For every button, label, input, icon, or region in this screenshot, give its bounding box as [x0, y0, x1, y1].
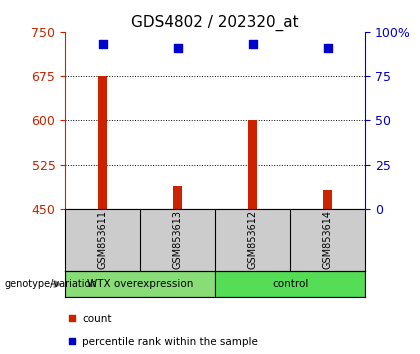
Text: genotype/variation: genotype/variation — [4, 279, 97, 289]
Point — [174, 45, 181, 51]
Text: GSM853614: GSM853614 — [323, 210, 333, 269]
Text: GSM853612: GSM853612 — [248, 210, 258, 269]
Bar — [98, 76, 107, 209]
Bar — [215, 271, 365, 297]
Point — [99, 41, 106, 46]
Text: GSM853611: GSM853611 — [97, 210, 108, 269]
Bar — [248, 120, 257, 209]
Text: count: count — [82, 314, 111, 324]
Text: percentile rank within the sample: percentile rank within the sample — [82, 337, 258, 347]
Text: WTX overexpression: WTX overexpression — [87, 279, 193, 289]
Bar — [173, 187, 182, 209]
Title: GDS4802 / 202320_at: GDS4802 / 202320_at — [131, 14, 299, 30]
Point — [69, 315, 76, 321]
Bar — [65, 271, 215, 297]
Point — [69, 338, 76, 344]
Point — [249, 41, 256, 47]
Text: GSM853613: GSM853613 — [173, 210, 183, 269]
Bar — [323, 190, 332, 209]
Point — [325, 46, 331, 51]
Text: control: control — [272, 279, 309, 289]
